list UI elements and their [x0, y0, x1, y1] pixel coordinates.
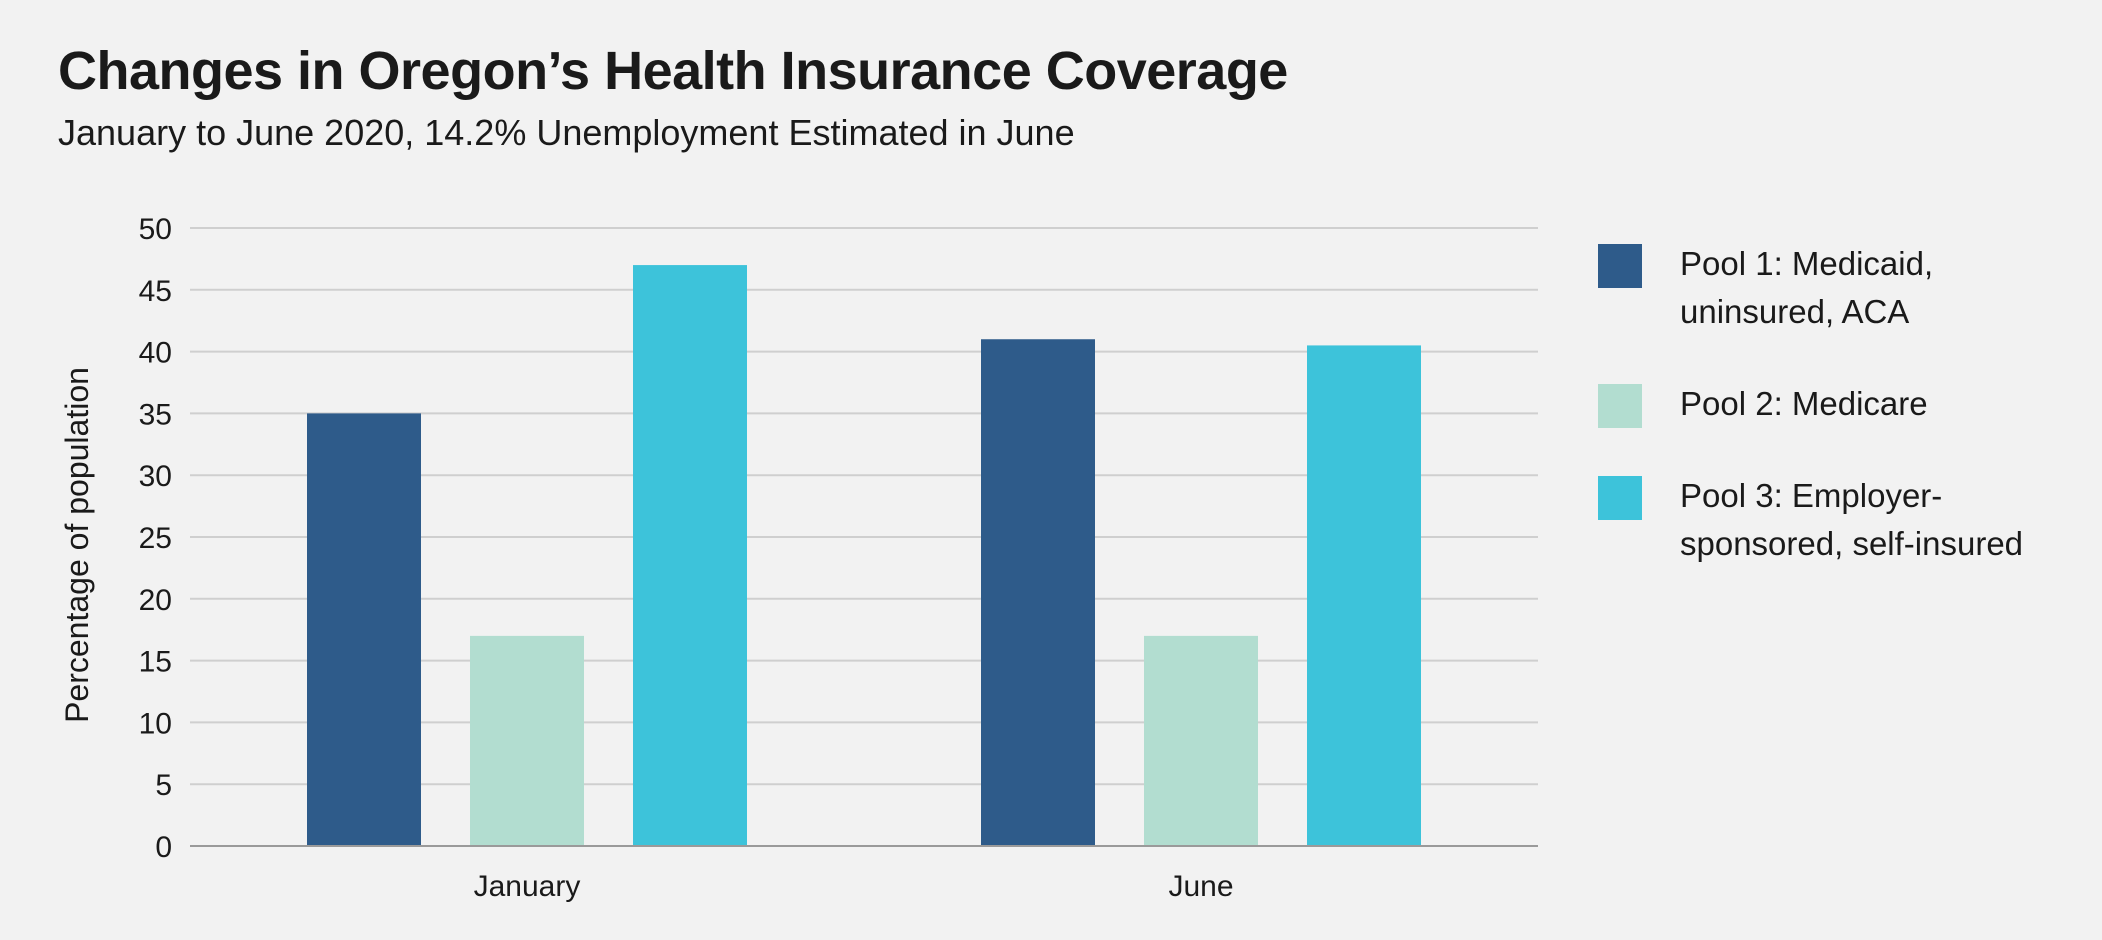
y-tick-label: 0: [155, 831, 172, 864]
x-category-label: January: [474, 870, 581, 903]
legend-swatch: [1598, 384, 1642, 428]
y-tick-label: 40: [139, 337, 172, 370]
bar-pool3-january: [633, 265, 747, 847]
y-tick-label: 20: [139, 584, 172, 617]
x-category-label: June: [1168, 870, 1233, 903]
legend-swatch: [1598, 244, 1642, 288]
legend-item-pool1: Pool 1: Medicaid, uninsured, ACA: [1598, 240, 2078, 336]
chart-title: Changes in Oregon’s Health Insurance Cov…: [58, 41, 1288, 101]
y-tick-label: 50: [139, 213, 172, 246]
bar-pool1-january: [307, 413, 421, 846]
y-tick-label: 10: [139, 707, 172, 740]
axes: 0 5 10 15 20 25 30 35 40 45 50 January June: [139, 213, 1538, 903]
legend-label: Pool 3: Employer-sponsored, self-insured: [1680, 477, 2024, 562]
y-axis-title: Percentage of population: [59, 367, 95, 723]
legend-label: Pool 1: Medicaid, uninsured, ACA: [1680, 245, 1934, 330]
bar-chart: 0 5 10 15 20 25 30 35 40 45 50 January June Percenta…: [59, 213, 1538, 903]
chart-subtitle: January to June 2020, 14.2% Unemployment…: [58, 112, 1075, 153]
bar-pool2-june: [1144, 635, 1258, 846]
bars: [307, 265, 1421, 847]
legend-item-pool2: Pool 2: Medicare: [1598, 380, 2078, 428]
y-tick-label: 35: [139, 398, 172, 431]
bar-pool3-june: [1307, 345, 1421, 846]
legend-item-pool3: Pool 3: Employer-sponsored, self-insured: [1598, 472, 2078, 568]
legend-swatch: [1598, 476, 1642, 520]
bar-pool2-january: [470, 635, 584, 846]
bar-pool1-june: [981, 339, 1095, 846]
y-tick-label: 25: [139, 522, 172, 555]
legend-label: Pool 2: Medicare: [1680, 385, 1928, 422]
y-tick-label: 15: [139, 646, 172, 679]
y-tick-label: 5: [155, 769, 172, 802]
y-tick-label: 30: [139, 460, 172, 493]
legend: Pool 1: Medicaid, uninsured, ACA Pool 2: M…: [1598, 240, 2078, 612]
y-tick-label: 45: [139, 275, 172, 308]
